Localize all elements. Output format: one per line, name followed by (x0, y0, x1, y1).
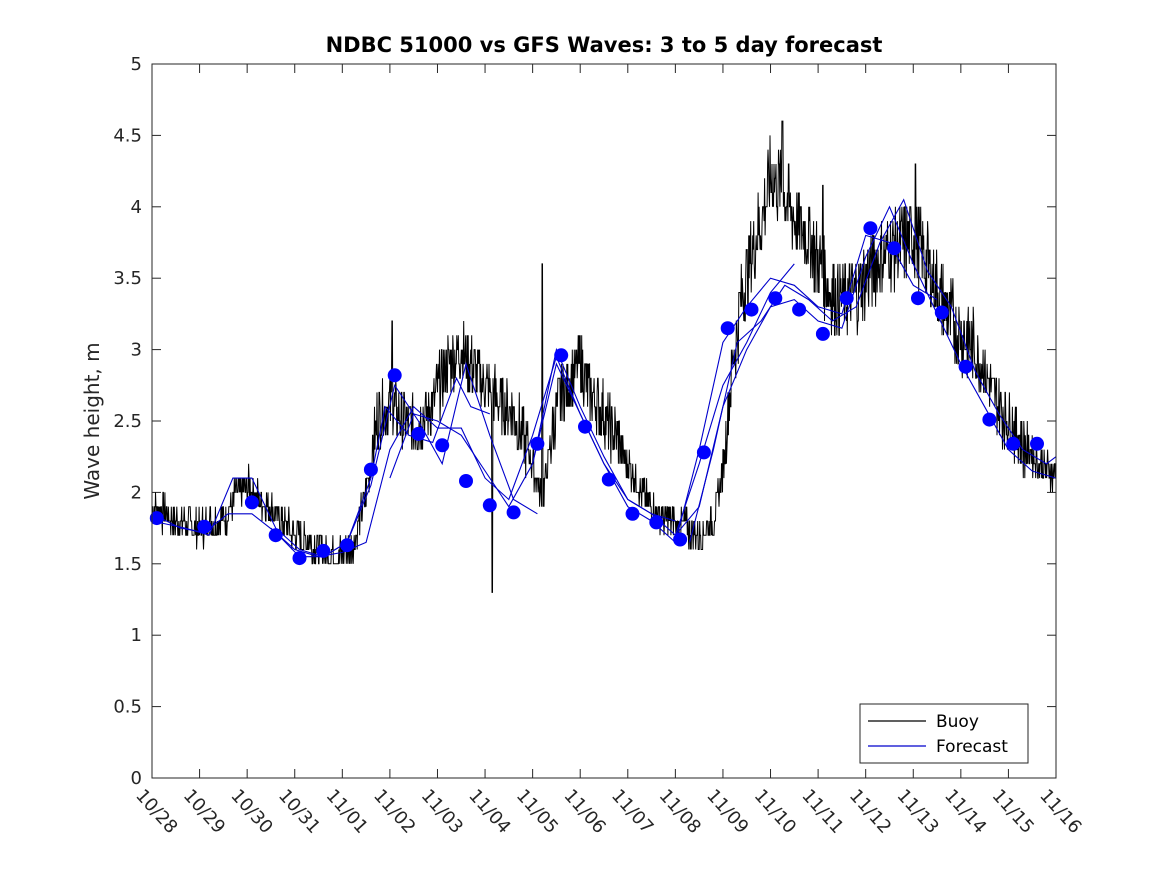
forecast-marker (435, 438, 450, 453)
legend-buoy-label: Buoy (936, 712, 979, 732)
forecast-line-7 (689, 198, 1057, 543)
forecast-marker (340, 538, 355, 553)
y-tick-label: 0.5 (113, 697, 142, 718)
y-tick-label: 5 (131, 54, 142, 75)
legend-forecast-label: Forecast (936, 737, 1008, 757)
buoy-series (152, 120, 1056, 593)
forecast-marker (292, 551, 307, 566)
y-tick-label: 4.5 (113, 125, 142, 146)
forecast-marker (720, 321, 735, 336)
y-tick-label: 1.5 (113, 554, 142, 575)
buoy-line (152, 120, 1056, 593)
y-tick-label: 2.5 (113, 411, 142, 432)
forecast-marker (244, 495, 259, 510)
forecast-line-5 (532, 234, 938, 544)
y-axis-label: Wave height, m (80, 342, 104, 499)
forecast-marker (601, 472, 616, 487)
forecast-marker (197, 519, 212, 534)
forecast-marker (482, 498, 497, 513)
forecast-marker (459, 474, 473, 488)
forecast-marker (863, 221, 878, 236)
forecast-marker (815, 326, 830, 341)
forecast-marker (934, 305, 949, 320)
axis-ticks (151, 63, 1057, 779)
forecast-markers (149, 221, 1044, 566)
legend-box (859, 703, 1029, 764)
forecast-marker (363, 462, 378, 477)
forecast-marker (149, 511, 164, 526)
axes-frame (151, 63, 1057, 779)
chart-title: NDBC 51000 vs GFS Waves: 3 to 5 day fore… (326, 33, 883, 57)
legend: Buoy Forecast (859, 703, 1029, 764)
forecast-marker (649, 515, 664, 530)
y-tick-label: 1 (131, 625, 142, 646)
plot-area (149, 63, 1057, 779)
y-tick-label: 3.5 (113, 268, 142, 289)
forecast-marker (316, 543, 331, 558)
forecast-marker (554, 348, 569, 363)
forecast-marker (1030, 436, 1044, 451)
forecast-line-4 (389, 263, 795, 537)
forecast-marker (1006, 436, 1021, 451)
y-tick-label: 4 (131, 197, 142, 218)
forecast-marker (768, 291, 783, 306)
forecast-marker (625, 506, 640, 521)
forecast-marker (744, 302, 759, 317)
y-tick-label: 0 (131, 768, 142, 789)
y-tick-labels: 0 0.5 1 1.5 2 2.5 3 3.5 4 4.5 5 (113, 54, 142, 789)
forecast-marker (411, 426, 426, 441)
forecast-marker (696, 445, 711, 460)
forecast-marker (530, 436, 545, 451)
forecast-marker (958, 359, 973, 374)
forecast-series-group (151, 198, 1057, 558)
forecast-marker (982, 412, 997, 427)
y-tick-label: 2 (131, 482, 142, 503)
forecast-marker (506, 505, 521, 520)
forecast-marker (911, 291, 925, 306)
y-tick-label: 3 (131, 340, 142, 361)
forecast-marker (839, 291, 854, 306)
forecast-marker (578, 419, 592, 434)
forecast-marker (673, 532, 688, 547)
forecast-marker (792, 302, 807, 317)
forecast-marker (387, 368, 402, 383)
forecast-marker (887, 241, 902, 256)
forecast-marker (268, 528, 283, 543)
